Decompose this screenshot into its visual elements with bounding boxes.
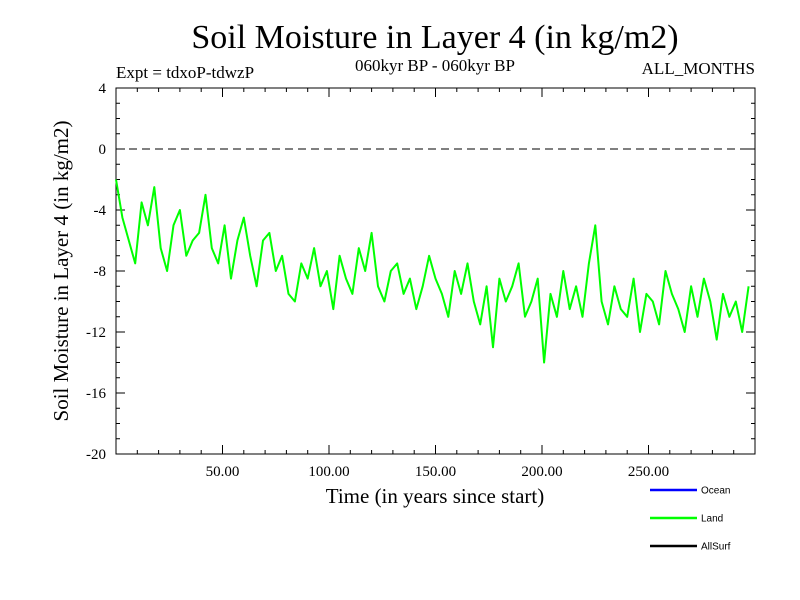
months-label: ALL_MONTHS	[642, 59, 755, 78]
x-tick-label: 200.00	[521, 464, 562, 480]
y-axis-label: Soil Moisture in Layer 4 (in kg/m2)	[49, 121, 73, 422]
y-tick-label: 4	[99, 81, 107, 97]
experiment-label: Expt = tdxoP-tdwzP	[116, 63, 254, 82]
plot-area: 50.00 100.00 150.00 200.00 250.00 4 0 -4 -8 -12 -1…	[86, 81, 756, 480]
y-tick-label: -20	[86, 447, 106, 463]
period-label: 060kyr BP - 060kyr BP	[355, 56, 515, 75]
y-tick-label: -8	[94, 264, 107, 280]
legend-label-ocean: Ocean	[701, 486, 730, 497]
y-tick-label: -4	[94, 203, 107, 219]
x-axis-label: Time (in years since start)	[326, 484, 545, 508]
plot-frame	[115, 87, 756, 455]
legend-label-land: Land	[701, 514, 723, 525]
x-tick-label: 250.00	[628, 464, 669, 480]
x-tick-label: 50.00	[206, 464, 240, 480]
legend-label-allsurf: AllSurf	[701, 542, 731, 553]
legend: Ocean Land AllSurf	[650, 486, 731, 553]
chart-title: Soil Moisture in Layer 4 (in kg/m2)	[191, 19, 678, 56]
y-tick-label: -16	[86, 386, 106, 402]
y-tick-label: 0	[99, 142, 107, 158]
y-tick-label: -12	[86, 325, 106, 341]
x-tick-label: 100.00	[308, 464, 349, 480]
x-tick-label: 150.00	[415, 464, 456, 480]
series-line-land	[115, 179, 750, 364]
